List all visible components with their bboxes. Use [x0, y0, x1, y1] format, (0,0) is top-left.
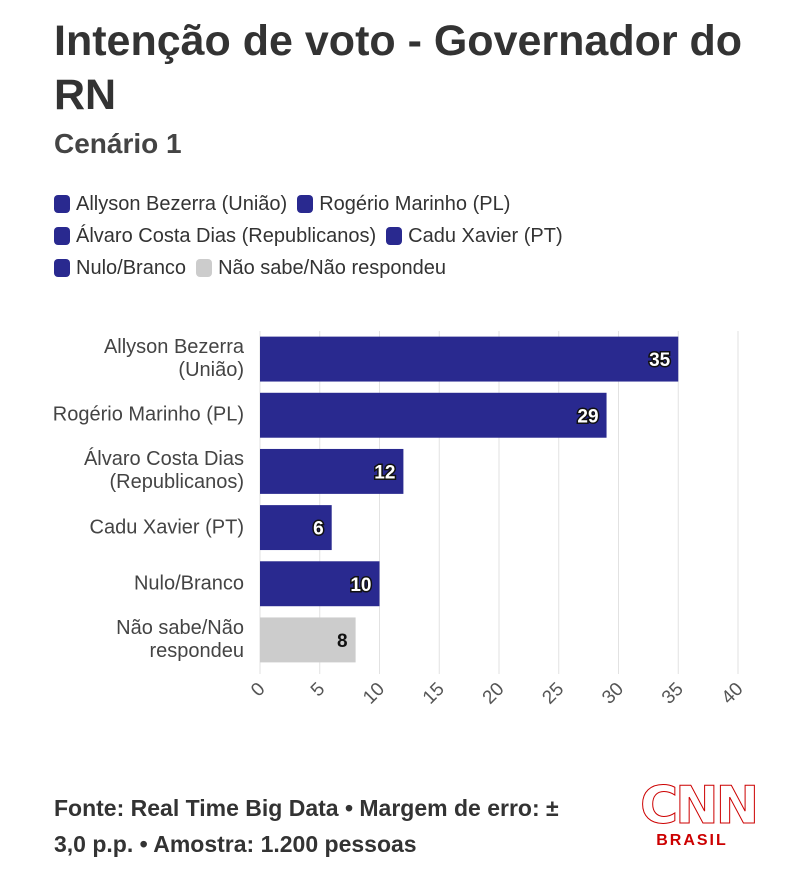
- value-label: 8: [337, 631, 348, 652]
- y-tick-label: Allyson Bezerra (União): [103, 336, 244, 382]
- bar: [260, 448, 404, 494]
- legend-label: Não sabe/Não respondeu: [218, 256, 447, 279]
- bar: [260, 505, 332, 551]
- value-label: 12: [374, 462, 395, 483]
- logo-text: CNN: [640, 776, 760, 836]
- legend-label: Allyson Bezerra (União): [76, 192, 288, 215]
- legend-item: Allyson Bezerra (União): [54, 190, 287, 218]
- logo-subtitle: BRASIL: [656, 832, 728, 849]
- legend-label: Nulo/Branco: [76, 256, 187, 279]
- legend-swatch: [54, 259, 70, 277]
- x-tick-label: 40: [718, 679, 748, 709]
- legend-item: Nulo/Branco: [54, 254, 186, 282]
- x-tick-label: 25: [538, 679, 568, 709]
- source: Fonte: Real Time Big Data • Margem de er…: [54, 795, 559, 857]
- y-tick-label: Não sabe/Não respondeu: [116, 616, 244, 662]
- legend-item: Rogério Marinho (PL): [297, 190, 510, 218]
- legend-item: Não sabe/Não respondeu: [196, 254, 446, 282]
- x-tick-label: 5: [307, 679, 329, 701]
- x-tick-label: 0: [247, 679, 269, 701]
- y-tick-label: Cadu Xavier (PT): [89, 516, 245, 539]
- legend-swatch: [54, 227, 70, 245]
- legend-swatch: [54, 195, 70, 213]
- x-tick-label: 30: [598, 679, 628, 709]
- chart-title: Intenção de voto - Governador do RN: [54, 17, 743, 119]
- legend-item: Cadu Xavier (PT): [386, 222, 563, 250]
- chart-subtitle: Cenário 1: [54, 128, 182, 159]
- legend: Allyson Bezerra (União) Rogério Marinho (…: [54, 190, 664, 282]
- legend-swatch: [297, 195, 314, 213]
- y-tick-label: Álvaro Costa Dias (Republicanos): [83, 448, 244, 494]
- bar: [260, 336, 679, 382]
- legend-swatch: [196, 259, 213, 277]
- x-tick-label: 35: [658, 679, 688, 709]
- legend-label: Rogério Marinho (PL): [319, 192, 511, 215]
- y-tick-label: Nulo/Branco: [133, 572, 244, 595]
- legend-label: Cadu Xavier (PT): [408, 224, 563, 247]
- value-label: 29: [577, 406, 598, 427]
- value-label: 10: [350, 575, 371, 596]
- value-label: 6: [313, 519, 324, 540]
- logo: CNN BRASIL: [640, 776, 760, 850]
- legend-swatch: [386, 227, 403, 245]
- x-tick-label: 10: [359, 679, 389, 709]
- x-tick-label: 20: [479, 679, 509, 709]
- y-tick-label: Rogério Marinho (PL): [52, 403, 244, 426]
- bar: [260, 392, 607, 438]
- bar: [260, 561, 380, 607]
- value-label: 35: [649, 350, 671, 371]
- legend-label: Álvaro Costa Dias (Republicanos): [76, 224, 377, 247]
- legend-item: Álvaro Costa Dias (Republicanos): [54, 222, 376, 250]
- x-tick-label: 15: [419, 679, 449, 709]
- bar: [260, 617, 356, 663]
